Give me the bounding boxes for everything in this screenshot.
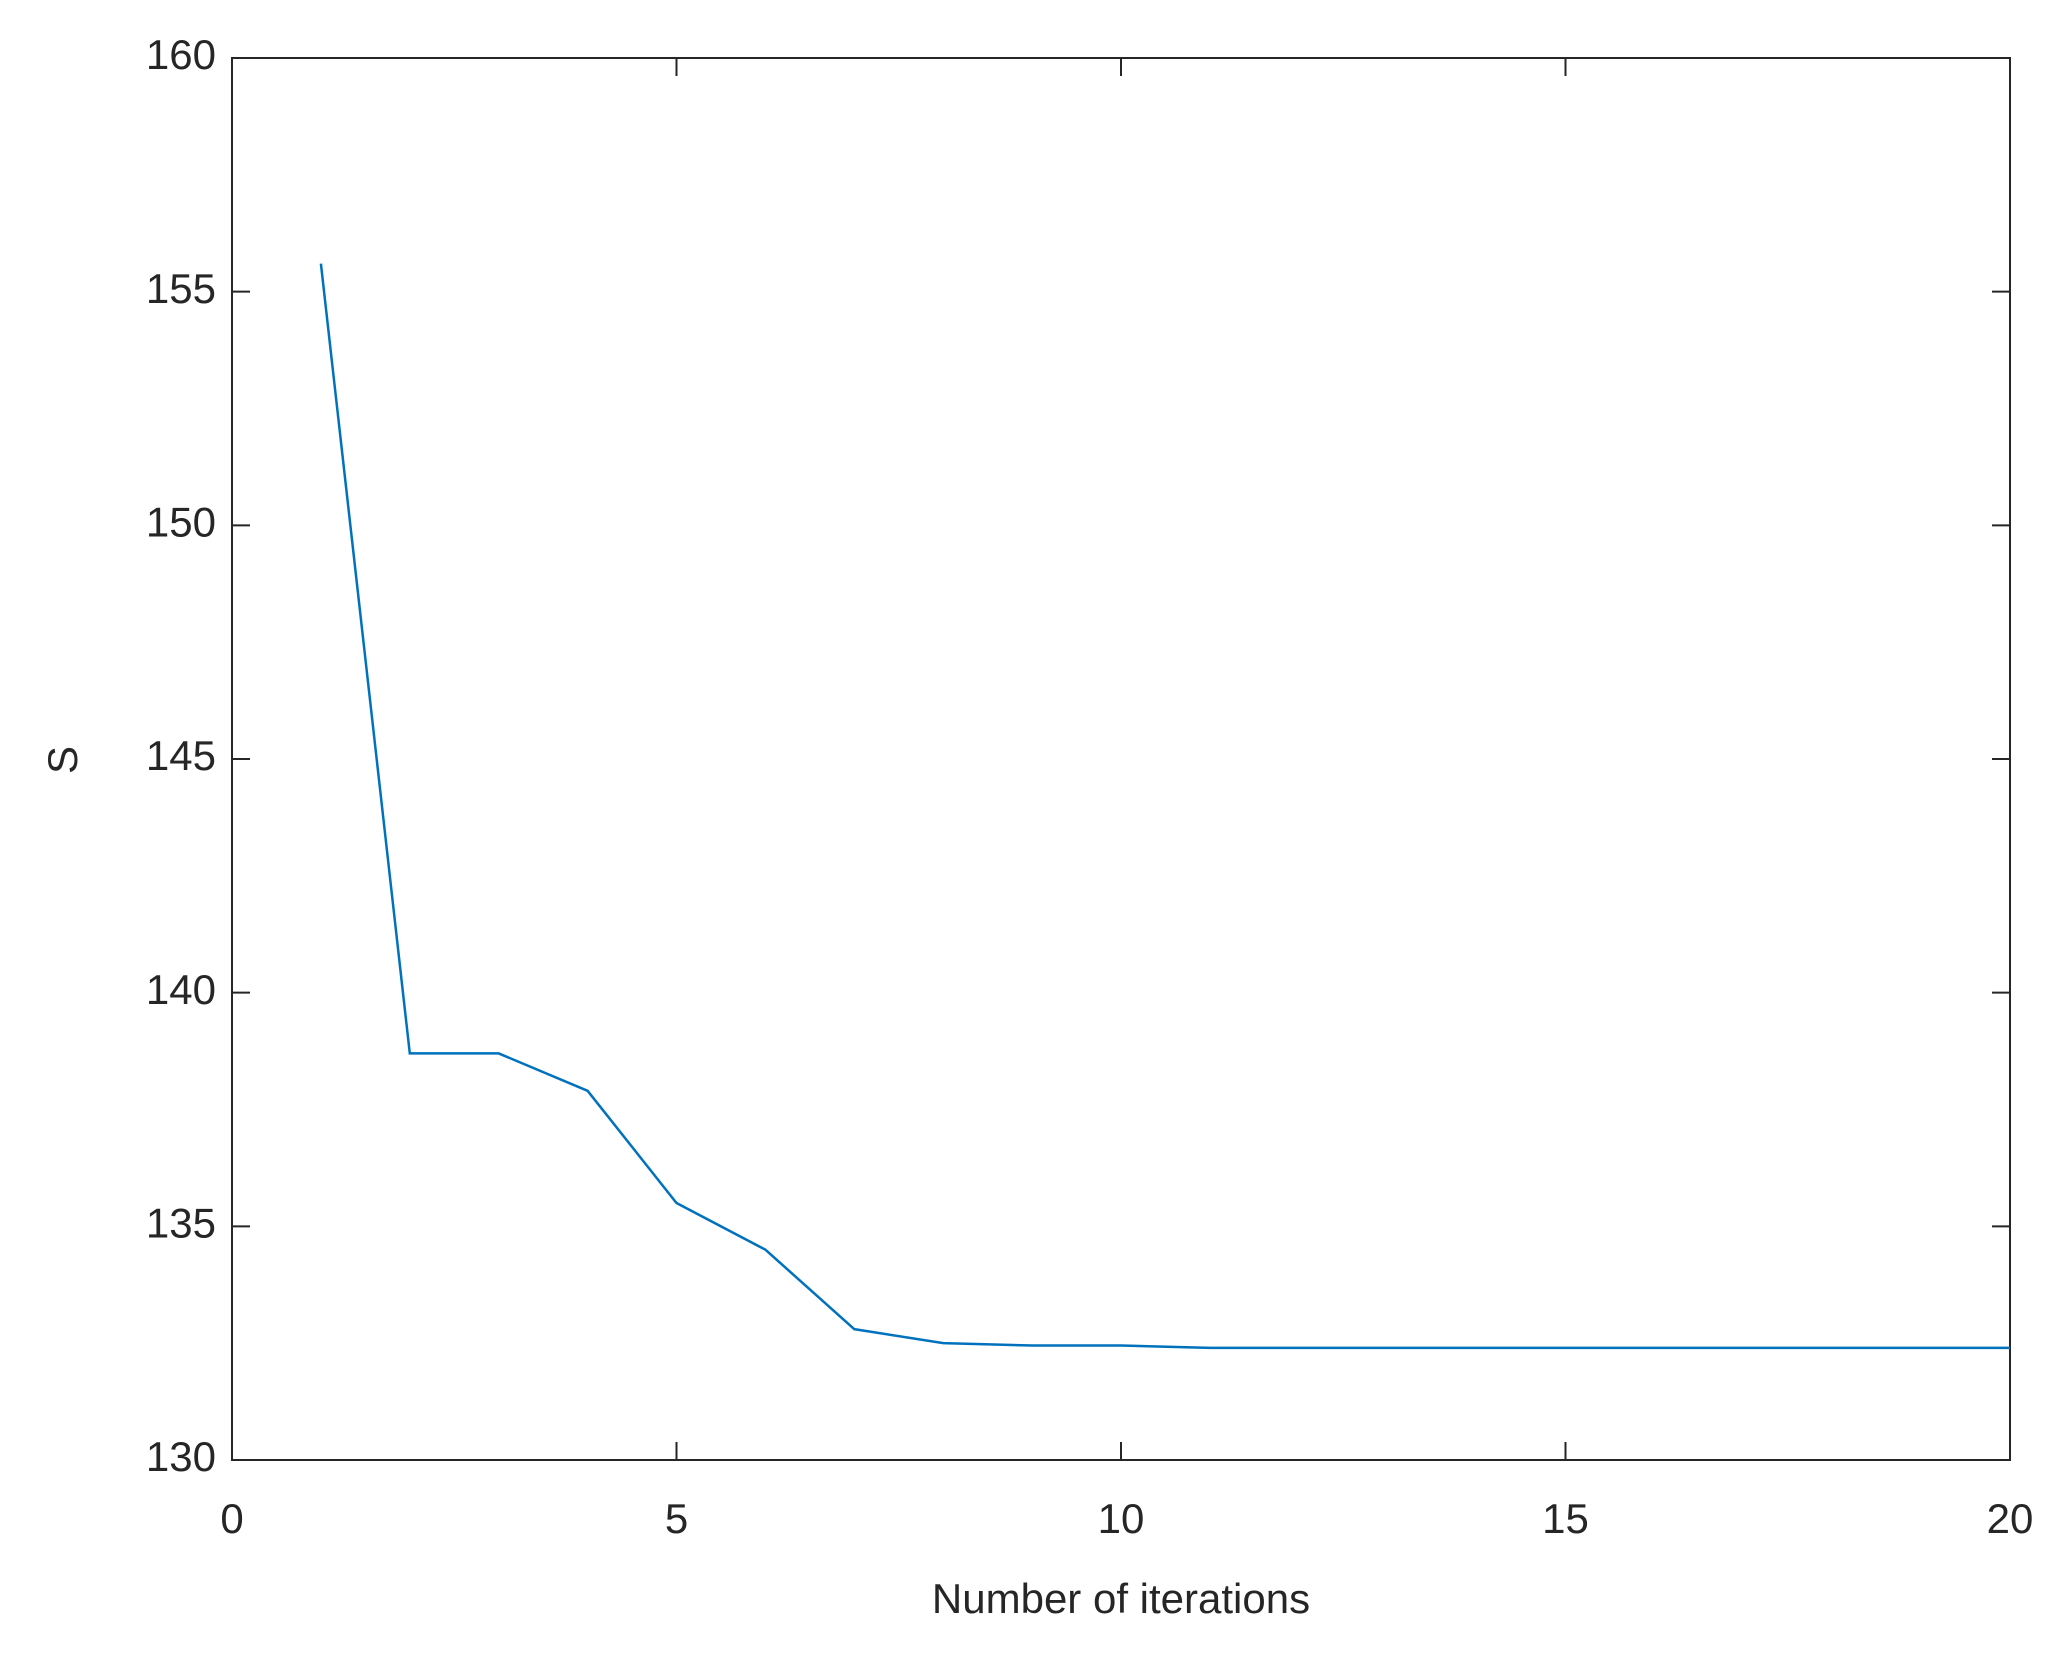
x-tick-label: 20 xyxy=(1987,1495,2034,1542)
x-tick-label: 0 xyxy=(220,1495,243,1542)
y-axis-label: S xyxy=(39,746,86,774)
plot-area xyxy=(231,57,2011,1461)
data-line xyxy=(319,263,2010,1350)
x-axis-label: Number of iterations xyxy=(932,1575,1310,1622)
y-tick-label: 130 xyxy=(146,1433,216,1480)
x-tick-label: 5 xyxy=(665,1495,688,1542)
y-tick-label: 140 xyxy=(146,966,216,1013)
x-tick-label: 15 xyxy=(1542,1495,1589,1542)
x-tick-label: 10 xyxy=(1098,1495,1145,1542)
y-tick-label: 145 xyxy=(146,732,216,779)
y-tick-label: 155 xyxy=(146,265,216,312)
y-tick-label: 150 xyxy=(146,498,216,545)
y-tick-label: 160 xyxy=(146,31,216,78)
y-tick-label: 135 xyxy=(146,1199,216,1246)
